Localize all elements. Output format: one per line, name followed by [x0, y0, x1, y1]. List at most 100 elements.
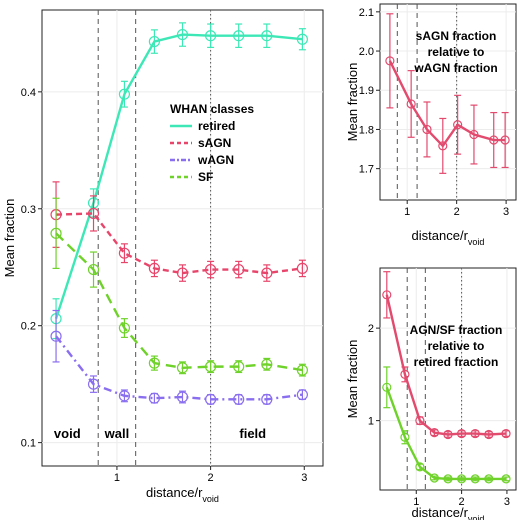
x-axis-label-main: distance/r — [146, 485, 203, 500]
y-tick-label: 0.2 — [21, 321, 36, 333]
annotation-line: wAGN fraction — [413, 61, 497, 75]
y-tick-label: 1.7 — [359, 164, 374, 176]
legend-entry: SF — [198, 170, 213, 184]
y-tick-label: 1.8 — [359, 124, 374, 136]
y-tick-label: 0.1 — [21, 438, 36, 450]
data-point — [382, 382, 392, 392]
y-tick-label: 0.3 — [21, 204, 36, 216]
data-point — [176, 267, 189, 279]
data-point — [484, 429, 494, 440]
data-point — [261, 393, 273, 405]
data-point — [406, 99, 416, 109]
data-point — [233, 393, 245, 405]
data-point — [415, 416, 425, 426]
annotation-line: relative to — [428, 45, 485, 59]
data-point — [118, 390, 131, 402]
x-axis-label-main: distance/r — [412, 505, 469, 520]
series-line — [56, 212, 303, 275]
plot-area — [41, 9, 324, 467]
data-point — [296, 262, 308, 274]
annotation-line: sAGN fraction — [416, 29, 497, 43]
y-tick-label: 2.0 — [359, 46, 374, 58]
data-point — [176, 362, 189, 374]
annotation-line: relative to — [428, 339, 485, 353]
data-point — [500, 135, 510, 145]
data-point — [233, 361, 245, 373]
y-axis-label: Mean fraction — [2, 199, 17, 278]
x-axis-label: distance/rvoid — [146, 485, 219, 504]
legend-entry: sAGN — [198, 136, 231, 150]
y-tick-label: 1 — [368, 416, 374, 428]
data-point — [261, 358, 273, 370]
data-point — [87, 207, 100, 220]
data-point — [87, 263, 100, 276]
legend-entry: retired — [198, 119, 235, 133]
y-tick-label: 2 — [368, 323, 374, 335]
data-point — [148, 392, 160, 404]
data-point — [118, 88, 131, 100]
x-tick-label: 2 — [459, 496, 465, 508]
x-axis-label-sub: void — [202, 494, 219, 504]
data-point — [470, 428, 480, 439]
data-point — [296, 33, 308, 45]
x-tick-label: 1 — [404, 206, 410, 218]
series-sf-retired — [382, 366, 511, 484]
legend-title: WHAN classes — [170, 102, 254, 116]
legend-entry: wAGN — [197, 153, 234, 167]
x-axis-label: distance/rvoid — [412, 505, 485, 520]
data-point — [429, 473, 439, 483]
x-axis-label-main: distance/r — [412, 228, 469, 243]
data-point — [176, 391, 189, 403]
data-point — [118, 322, 131, 334]
data-point — [501, 428, 511, 439]
data-point — [457, 474, 467, 484]
legend: WHAN classes retired sAGN wAGN SF — [170, 102, 254, 184]
series-sagn-wagn — [385, 13, 510, 174]
series-sagn — [50, 181, 308, 282]
data-point — [400, 432, 410, 442]
data-point — [443, 474, 453, 484]
plot-area — [379, 267, 517, 491]
x-tick-label: 1 — [413, 496, 419, 508]
data-point — [457, 428, 467, 439]
series-line — [388, 60, 506, 148]
panel-top-right: 1 2 3 1.7 1.8 1.9 2.0 2.1 distance/rvoid Mean fra… — [345, 3, 517, 247]
x-axis-label-sub: void — [468, 237, 485, 247]
y-axis-label: Mean fraction — [345, 340, 360, 419]
y-tick-label: 1.9 — [359, 85, 374, 97]
series-wagn — [50, 309, 308, 405]
data-point — [233, 30, 245, 42]
data-point — [382, 290, 392, 300]
data-point — [501, 474, 511, 484]
data-point — [118, 247, 131, 259]
annotation-line: retired fraction — [414, 355, 499, 369]
data-point — [296, 364, 308, 376]
x-tick-label: 1 — [114, 472, 120, 484]
data-point — [429, 428, 439, 438]
data-point — [296, 389, 308, 401]
region-label-wall: wall — [104, 426, 130, 441]
x-tick-label: 2 — [208, 472, 214, 484]
data-point — [415, 462, 425, 472]
data-point — [205, 393, 217, 405]
data-point — [148, 262, 160, 274]
data-point — [489, 135, 499, 145]
data-point — [470, 474, 480, 484]
x-axis-label-sub: void — [468, 514, 485, 520]
data-point — [176, 28, 189, 41]
y-tick-label: 0.4 — [21, 87, 36, 99]
x-tick-label: 3 — [503, 206, 509, 218]
data-point — [385, 56, 395, 66]
data-point — [422, 124, 432, 135]
region-label-field: field — [239, 426, 266, 441]
data-point — [453, 120, 463, 130]
data-point — [50, 227, 62, 239]
series-agn-retired — [382, 271, 511, 440]
data-point — [87, 378, 100, 390]
x-tick-label: 2 — [454, 206, 460, 218]
data-point — [443, 429, 453, 440]
data-point — [148, 35, 160, 48]
